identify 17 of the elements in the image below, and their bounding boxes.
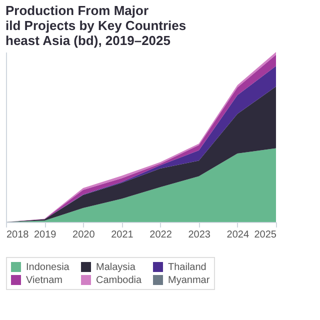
x-tick-label: 2018 [6,230,30,240]
x-tick-label: 2024 [226,230,250,240]
text: Production From Major [6,3,148,18]
legend-label: Cambodia [96,275,142,286]
x-tick-label: 2019 [34,230,57,240]
x-tick-label: 2021 [111,230,134,240]
legend-label: Myanmar [168,275,210,286]
text: heast Asia (bd), 2019–2025 [6,33,170,48]
legend-label: Thailand [168,262,206,273]
legend-label: Indonesia [26,262,70,273]
x-tick-label: 2023 [188,230,211,240]
legend-label: Vietnam [26,275,63,286]
x-tick-label: 2020 [72,230,96,240]
x-tick-label: 2022 [150,230,172,240]
x-tick-label: 2025 [254,230,277,240]
legend-label: Malaysia [96,262,136,273]
text: ild Projects by Key Countries [6,18,186,33]
